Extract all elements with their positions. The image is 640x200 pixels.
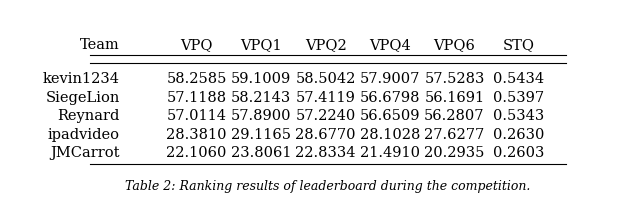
Text: 29.1165: 29.1165 [231, 127, 291, 141]
Text: 57.0114: 57.0114 [166, 109, 227, 123]
Text: 56.6509: 56.6509 [360, 109, 420, 123]
Text: 57.9007: 57.9007 [360, 72, 420, 86]
Text: 57.4119: 57.4119 [296, 90, 355, 104]
Text: Table 2: Ranking results of leaderboard during the competition.: Table 2: Ranking results of leaderboard … [125, 179, 531, 192]
Text: VPQ6: VPQ6 [433, 38, 476, 52]
Text: VPQ1: VPQ1 [240, 38, 282, 52]
Text: SiegeLion: SiegeLion [45, 90, 120, 104]
Text: Team: Team [80, 38, 120, 52]
Text: 28.6770: 28.6770 [295, 127, 356, 141]
Text: 58.2585: 58.2585 [166, 72, 227, 86]
Text: 20.2935: 20.2935 [424, 146, 484, 160]
Text: 22.8334: 22.8334 [295, 146, 356, 160]
Text: 28.3810: 28.3810 [166, 127, 227, 141]
Text: 56.1691: 56.1691 [424, 90, 484, 104]
Text: 58.2143: 58.2143 [231, 90, 291, 104]
Text: Reynard: Reynard [58, 109, 120, 123]
Text: 0.5434: 0.5434 [493, 72, 545, 86]
Text: VPQ2: VPQ2 [305, 38, 346, 52]
Text: 0.2603: 0.2603 [493, 146, 545, 160]
Text: 57.2240: 57.2240 [296, 109, 356, 123]
Text: 57.5283: 57.5283 [424, 72, 484, 86]
Text: 56.6798: 56.6798 [360, 90, 420, 104]
Text: 28.1028: 28.1028 [360, 127, 420, 141]
Text: 0.5397: 0.5397 [493, 90, 545, 104]
Text: VPQ: VPQ [180, 38, 213, 52]
Text: kevin1234: kevin1234 [43, 72, 120, 86]
Text: 57.8900: 57.8900 [231, 109, 291, 123]
Text: 59.1009: 59.1009 [231, 72, 291, 86]
Text: 0.2630: 0.2630 [493, 127, 545, 141]
Text: VPQ4: VPQ4 [369, 38, 411, 52]
Text: 21.4910: 21.4910 [360, 146, 420, 160]
Text: 27.6277: 27.6277 [424, 127, 484, 141]
Text: 57.1188: 57.1188 [166, 90, 227, 104]
Text: 58.5042: 58.5042 [295, 72, 356, 86]
Text: 0.5343: 0.5343 [493, 109, 545, 123]
Text: 23.8061: 23.8061 [231, 146, 291, 160]
Text: STQ: STQ [503, 38, 535, 52]
Text: 56.2807: 56.2807 [424, 109, 484, 123]
Text: 22.1060: 22.1060 [166, 146, 227, 160]
Text: JMCarrot: JMCarrot [50, 146, 120, 160]
Text: ipadvideo: ipadvideo [48, 127, 120, 141]
